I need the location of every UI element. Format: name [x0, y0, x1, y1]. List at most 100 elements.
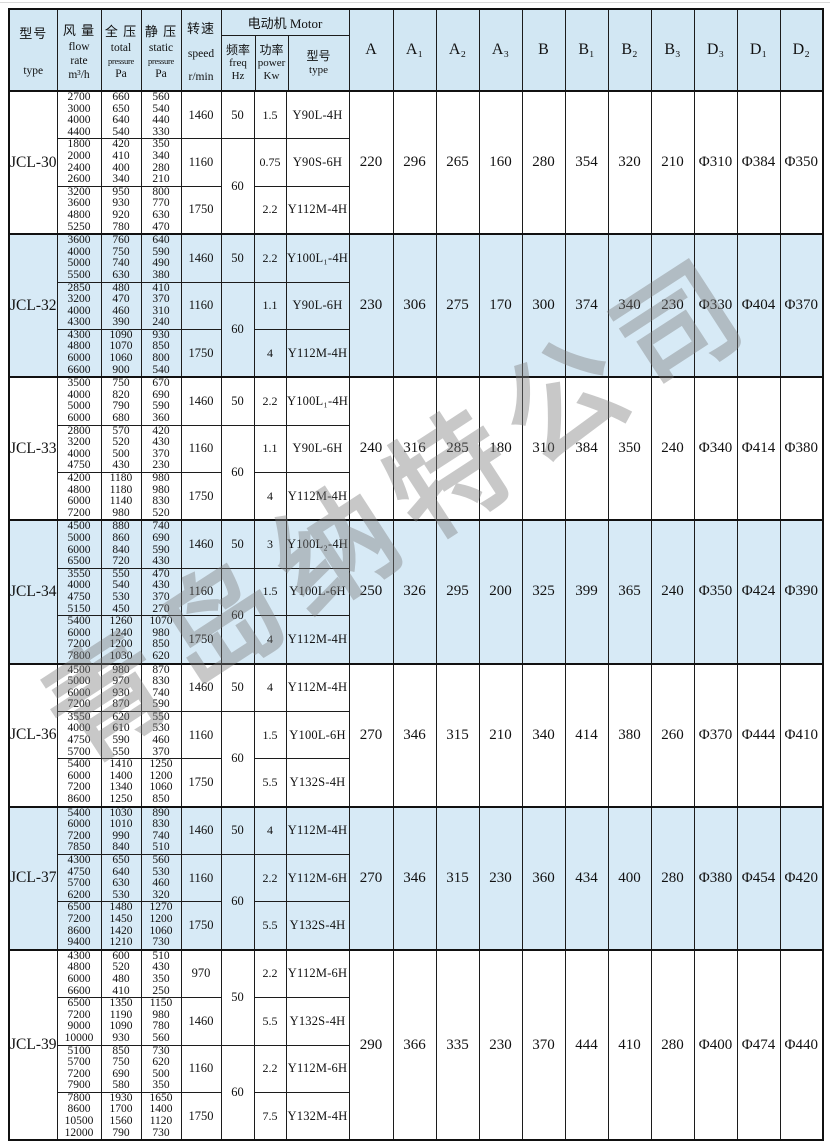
- dim-value-7: 240: [650, 376, 695, 521]
- dim-value-4: 280: [521, 89, 566, 235]
- dim-value-3: 160: [478, 89, 523, 235]
- header-dim-A1: A₁: [392, 8, 437, 92]
- flow-rate-values: 7800 8600 10500 12000: [56, 1091, 102, 1141]
- dim-value-5: 414: [564, 662, 609, 808]
- dim-value-8: Φ310: [693, 89, 738, 235]
- static-pressure-values: 1250 1200 1060 850: [140, 758, 182, 808]
- dim-value-7: 280: [650, 948, 695, 1141]
- power-value: 1.1: [253, 424, 287, 474]
- power-value: 5.5: [253, 901, 287, 951]
- power-value: 4: [253, 805, 287, 855]
- dim-value-10: Φ380: [779, 376, 824, 521]
- total-pressure-values: 1030 1010 990 840: [100, 805, 142, 855]
- dim-value-4: 370: [521, 948, 566, 1141]
- dim-value-3: 210: [478, 662, 523, 808]
- dim-value-5: 444: [564, 948, 609, 1141]
- total-pressure-values: 1930 1700 1560 790: [100, 1091, 142, 1141]
- motor-model: Y112M-4H: [285, 472, 350, 521]
- power-value: 1.5: [253, 567, 287, 617]
- dim-value-0: 240: [348, 376, 394, 521]
- header-power-unit: Kw: [263, 69, 280, 82]
- frequency-value: 60: [220, 281, 255, 378]
- static-pressure-values: 740 690 590 430: [140, 519, 182, 569]
- header-freq: 频率 freq Hz: [222, 36, 256, 90]
- header-model-en: type: [23, 64, 44, 77]
- speed-value: 1750: [180, 472, 222, 521]
- spec-row-JCL-36-g2: 3550 4000 4750 5700 620 610 590 550 550 53…: [9, 710, 823, 808]
- dim-value-7: 260: [650, 662, 695, 808]
- static-pressure-values: 870 830 740 590: [140, 662, 182, 712]
- motor-model: Y112M-4H: [285, 328, 350, 378]
- frequency-value: 50: [220, 948, 255, 1046]
- static-pressure-values: 800 770 630 470: [140, 185, 182, 235]
- spec-row-JCL-34-g1: JCL-34 4500 5000 6000 6500 880 860 840 720…: [8, 519, 824, 665]
- dim-value-9: Φ424: [736, 519, 781, 665]
- total-pressure-values: 1410 1400 1340 1250: [100, 758, 142, 808]
- dim-value-9: Φ404: [736, 233, 781, 378]
- static-pressure-values: 470 430 370 270: [140, 567, 182, 617]
- frequency-value: 50: [220, 805, 255, 855]
- speed-value: 1750: [180, 758, 222, 808]
- power-value: 0.75: [253, 138, 287, 187]
- speed-value: 1460: [180, 233, 222, 283]
- speed-value: 1460: [180, 519, 222, 569]
- header-flow-en2: rate: [70, 54, 88, 67]
- dim-value-10: Φ420: [779, 805, 824, 951]
- flow-rate-values: 5400 6000 7200 7800: [56, 615, 102, 664]
- model-name: JCL-36: [8, 662, 58, 808]
- header-power-en: power: [257, 57, 286, 70]
- flow-rate-values: 5100 5700 7200 7900: [56, 1044, 102, 1093]
- power-value: 4: [253, 662, 287, 712]
- total-pressure-values: 420 410 400 340: [100, 138, 142, 187]
- static-pressure-values: 410 370 310 240: [140, 281, 182, 330]
- speed-value: 1750: [180, 615, 222, 664]
- dim-value-6: 410: [607, 948, 652, 1141]
- dim-value-2: 335: [435, 948, 480, 1141]
- motor-model: Y90L-6H: [285, 281, 350, 330]
- spec-row-JCL-39-g1: JCL-39 4300 4800 6000 6600 600 520 480 410…: [8, 948, 824, 1141]
- static-pressure-values: 930 850 800 540: [140, 328, 182, 378]
- motor-model: Y100L-6H: [285, 567, 350, 617]
- frequency-value: 50: [220, 233, 255, 283]
- dim-value-1: 346: [392, 662, 437, 808]
- dim-value-6: 400: [607, 805, 652, 951]
- dim-value-7: 230: [650, 233, 695, 378]
- flow-rate-values: 2700 3000 4000 4400: [56, 90, 102, 140]
- static-pressure-values: 560 540 440 330: [140, 90, 182, 140]
- motor-model: Y100L₁-4H: [285, 376, 350, 426]
- speed-value: 1160: [180, 710, 222, 760]
- static-pressure-values: 510 430 350 250: [140, 948, 182, 999]
- header-dim-B: B: [521, 8, 566, 92]
- dim-value-6: 350: [607, 376, 652, 521]
- dim-value-10: Φ410: [779, 662, 824, 808]
- total-pressure-values: 850 750 690 580: [100, 1044, 142, 1093]
- power-value: 5.5: [253, 997, 287, 1046]
- header-flow-unit: m³/h: [68, 68, 90, 81]
- static-pressure-values: 560 530 460 320: [140, 853, 182, 903]
- spec-row-JCL-34-g2: 3550 4000 4750 5150 550 540 530 450 470 43…: [9, 567, 823, 665]
- frequency-value: 60: [220, 567, 255, 665]
- flow-rate-values: 4300 4800 6000 6600: [56, 948, 102, 999]
- speed-value: 1460: [180, 90, 222, 140]
- flow-rate-values: 5400 6000 7200 8600: [56, 758, 102, 808]
- dim-value-2: 285: [435, 376, 480, 521]
- static-pressure-values: 890 830 740 510: [140, 805, 182, 855]
- header-motor-type: 型号 type: [289, 36, 349, 90]
- spec-row-JCL-39-g2: 6500 7200 9000 10000 1350 1190 1090 930 11…: [9, 997, 823, 1046]
- dim-value-10: Φ390: [779, 519, 824, 665]
- dim-value-2: 315: [435, 805, 480, 951]
- dim-value-10: Φ370: [779, 233, 824, 378]
- dim-value-8: Φ380: [693, 805, 738, 951]
- static-pressure-values: 1150 980 780 560: [140, 997, 182, 1046]
- header-speed-en: speed: [187, 47, 215, 60]
- spec-row-JCL-32-g3: 4300 4800 6000 6600 1090 1070 1060 900 930…: [9, 328, 823, 378]
- frequency-value: 60: [220, 1044, 255, 1141]
- dim-value-0: 220: [348, 89, 394, 235]
- flow-rate-values: 4500 5000 6000 7200: [56, 662, 102, 712]
- header-freq-en: freq: [229, 57, 247, 70]
- total-pressure-values: 760 750 740 630: [100, 233, 142, 283]
- frequency-value: 60: [220, 710, 255, 808]
- total-pressure-values: 480 470 460 390: [100, 281, 142, 330]
- header-static-en1: static: [148, 41, 174, 54]
- header-flow: 风 量 flow rate m³/h: [56, 8, 102, 92]
